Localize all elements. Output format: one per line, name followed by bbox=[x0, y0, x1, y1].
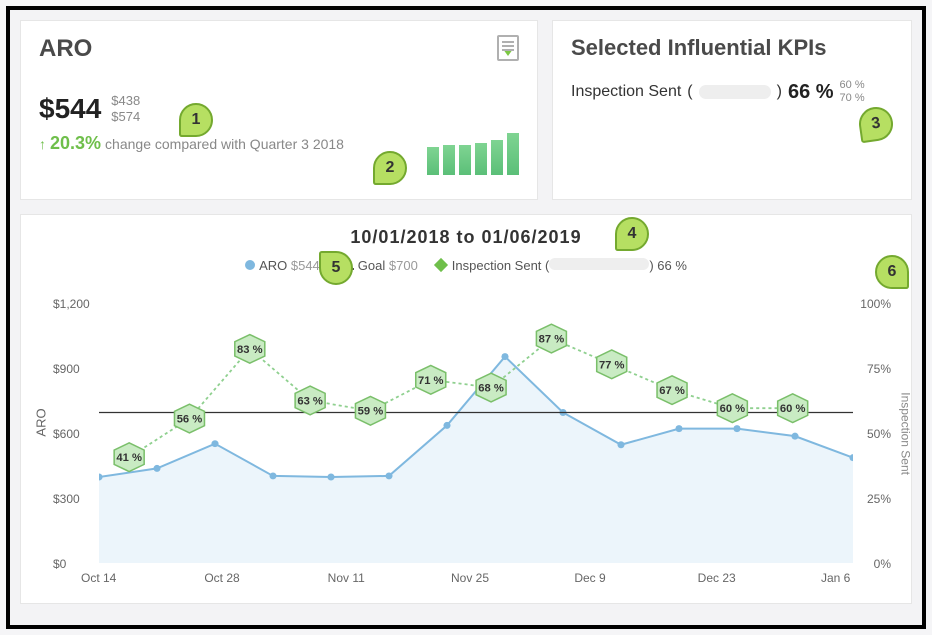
legend-inspection: Inspection Sent () 66 % bbox=[436, 258, 687, 273]
kpi-range-high: 60 % bbox=[840, 79, 865, 92]
chart-card: 10/01/2018 to 01/06/2019 ARO $544 Goal $… bbox=[20, 214, 912, 604]
kpi-label: Inspection Sent bbox=[571, 83, 681, 101]
aro-change-pct: 20.3% bbox=[50, 133, 101, 154]
aro-value: $544 bbox=[39, 93, 101, 125]
svg-text:71 %: 71 % bbox=[418, 375, 444, 387]
svg-text:87 %: 87 % bbox=[539, 334, 565, 346]
svg-text:60 %: 60 % bbox=[720, 403, 746, 415]
svg-text:59 %: 59 % bbox=[358, 406, 384, 418]
aro-title: ARO bbox=[39, 35, 519, 63]
kpi-range-low: 70 % bbox=[840, 92, 865, 105]
svg-text:60 %: 60 % bbox=[780, 403, 806, 415]
svg-text:77 %: 77 % bbox=[599, 359, 625, 371]
kpi-range: 60 % 70 % bbox=[840, 79, 865, 105]
svg-text:67 %: 67 % bbox=[659, 385, 685, 397]
chart-plot-area: 41 % 56 % 83 % 63 % 59 % 71 % 68 % 87 % 77 % 67 %… bbox=[99, 305, 853, 563]
callout-6: 6 bbox=[875, 255, 909, 289]
aro-card: ARO $544 $438 $574 ↑ 20.3% change compar… bbox=[20, 20, 538, 200]
aro-sub-vals: $438 $574 bbox=[111, 93, 140, 124]
kpi-line: Inspection Sent ( ) 66 % 60 % 70 % bbox=[571, 79, 893, 105]
callout-4: 4 bbox=[615, 217, 649, 251]
up-arrow-icon: ↑ bbox=[39, 136, 46, 152]
y-right-axis-label: Inspection Sent bbox=[899, 392, 913, 475]
svg-text:68 %: 68 % bbox=[478, 383, 504, 395]
legend-aro: ARO $544 bbox=[245, 258, 320, 273]
aro-comp-low: $574 bbox=[111, 109, 140, 125]
svg-text:63 %: 63 % bbox=[297, 396, 323, 408]
export-icon[interactable] bbox=[497, 35, 519, 61]
top-row: ARO $544 $438 $574 ↑ 20.3% change compar… bbox=[20, 20, 912, 200]
aro-spark-bars bbox=[427, 133, 519, 175]
chart-legend: ARO $544 Goal $700 Inspection Sent () 66… bbox=[39, 258, 893, 273]
kpi-value: 66 % bbox=[788, 81, 834, 104]
chart-date-range: 10/01/2018 to 01/06/2019 bbox=[39, 227, 893, 248]
callout-5: 5 bbox=[319, 251, 353, 285]
kpi-card: Selected Influential KPIs Inspection Sen… bbox=[552, 20, 912, 200]
aro-metric-row: $544 $438 $574 bbox=[39, 93, 519, 125]
callout-3: 3 bbox=[857, 105, 895, 143]
callout-1: 1 bbox=[179, 103, 213, 137]
svg-text:56 %: 56 % bbox=[177, 414, 203, 426]
y-left-axis-label: ARO bbox=[34, 408, 49, 436]
kpi-title: Selected Influential KPIs bbox=[571, 35, 893, 61]
kpi-redacted bbox=[699, 85, 771, 99]
callout-2: 2 bbox=[373, 151, 407, 185]
dashboard-frame: ARO $544 $438 $574 ↑ 20.3% change compar… bbox=[6, 6, 926, 629]
svg-text:41 %: 41 % bbox=[116, 452, 142, 464]
aro-comp-high: $438 bbox=[111, 93, 140, 109]
aro-change-label: change compared with Quarter 3 2018 bbox=[105, 136, 344, 152]
svg-text:83 %: 83 % bbox=[237, 344, 263, 356]
chart-svg: 41 % 56 % 83 % 63 % 59 % 71 % 68 % 87 % 77 % 67 %… bbox=[99, 305, 853, 563]
